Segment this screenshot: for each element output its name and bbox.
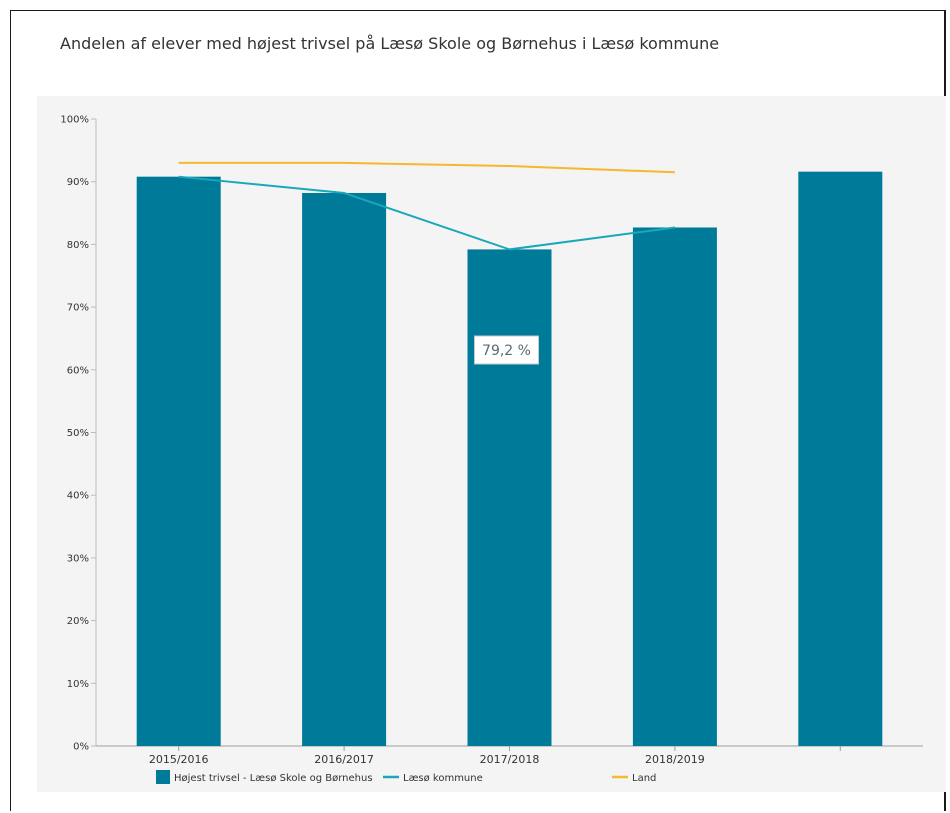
bar [632,227,717,746]
y-tick-label: 0% [73,742,89,753]
x-tick-label: 2018/2019 [645,753,705,766]
y-tick-label: 50% [67,428,89,439]
y-tick-label: 40% [67,491,89,502]
x-tick-label: 2015/2016 [149,753,209,766]
bar [136,176,221,746]
legend-label: Læsø kommune [403,773,483,784]
y-tick-label: 30% [67,553,89,564]
y-tick-label: 20% [67,616,89,627]
legend-label: Land [632,773,656,784]
legend: Højest trivsel - Læsø Skole og Børnehus L… [156,770,656,784]
series-line [178,161,675,174]
bar [467,249,552,746]
y-tick-label: 10% [67,679,89,690]
bar-series [136,171,883,747]
y-tick-label: 60% [67,365,89,376]
legend-swatch [156,770,170,784]
line-series [178,161,676,251]
x-tick-label: 2016/2017 [314,753,374,766]
x-tick-label: 2017/2018 [480,753,540,766]
tooltip: 79,2 % [474,335,539,365]
bar [302,192,387,747]
y-tick-label: 70% [67,303,89,314]
tooltip-label: 79,2 % [482,343,531,359]
y-axis: 0% 10% 20% 30% 40% 50% 60% 70% 80% 90% 100% [60,115,97,753]
y-tick-label: 80% [67,240,89,251]
tooltip-box [474,335,539,365]
y-tick-label: 90% [67,177,89,188]
series-line [178,175,676,251]
legend-label: Højest trivsel - Læsø Skole og Børnehus [174,773,373,784]
y-tick-label: 100% [60,115,89,126]
bar [798,171,883,747]
chart-title: Andelen af elever med højest trivsel på … [60,34,720,53]
